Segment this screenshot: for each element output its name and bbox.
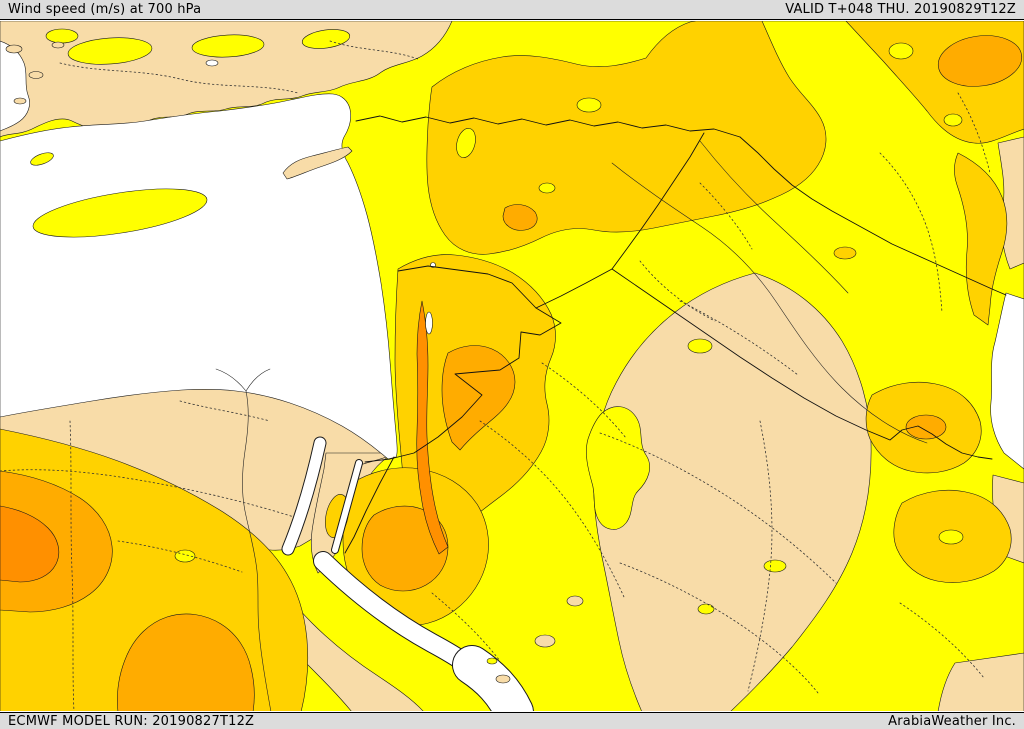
- south-egypt-orange: [117, 613, 255, 711]
- left-edge-deep-orange: [0, 505, 60, 583]
- turkey-syria-border: [355, 115, 741, 138]
- rivers: [215, 140, 928, 711]
- jordan-orange-core: [441, 345, 516, 451]
- mediterranean-yellow-blob: [32, 188, 208, 238]
- turkey-iraq-iran-border: [739, 136, 1007, 296]
- yellow-inner-patches: [45, 28, 964, 615]
- sea-areas: [0, 40, 1024, 470]
- cyprus-island: [282, 146, 353, 180]
- aegean-corner-sea: [0, 40, 30, 132]
- gulf-of-aqaba: [332, 460, 362, 553]
- mediterranean-sea: [0, 93, 398, 460]
- turkey-lake: [205, 59, 219, 67]
- syria-orange-spot: [502, 204, 538, 231]
- jordan-saudi-border: [364, 268, 613, 463]
- topright-orange: [937, 35, 1023, 87]
- bottom-right-tan: [937, 652, 1024, 711]
- red-sea-island: [495, 674, 511, 684]
- footer-bar: ECMWF MODEL RUN: 20190827T12Z ArabiaWeat…: [0, 712, 1024, 729]
- saudi-yellow-hole: [586, 406, 650, 530]
- egypt-israel-border: [344, 456, 395, 554]
- wind-speed-map: [0, 21, 1024, 711]
- narrow-sea-bands: [281, 436, 534, 711]
- deep-orange-regions: [0, 300, 449, 583]
- page-title: Wind speed (m/s) at 700 hPa: [8, 2, 202, 17]
- valid-time-label: VALID T+048 THU. 20190829T12Z: [785, 2, 1016, 17]
- right-band-gold: [954, 152, 1008, 326]
- map-area: [0, 21, 1024, 711]
- syria-iraq-border: [611, 132, 705, 270]
- iraq-saudi-border: [611, 268, 993, 460]
- syria-jordan-border: [397, 265, 537, 309]
- red-sea-mouth: [453, 646, 533, 711]
- tigris-river: [699, 140, 849, 294]
- euphrates-river: [611, 162, 928, 444]
- persian-gulf: [990, 292, 1024, 470]
- branding-label: ArabiaWeather Inc.: [888, 713, 1016, 729]
- header-bar: Wind speed (m/s) at 700 hPa VALID T+048 …: [0, 0, 1024, 20]
- nile-river: [242, 390, 272, 711]
- gulf-of-suez: [282, 437, 326, 555]
- rift-valley-strip: [416, 300, 449, 555]
- sea-wind-overlay: [30, 152, 498, 665]
- syria-iraq-gold: [426, 21, 827, 255]
- islands-tan: [5, 41, 511, 684]
- model-run-label: ECMWF MODEL RUN: 20190827T12Z: [8, 713, 255, 729]
- kuwait-orange: [905, 414, 947, 440]
- dead-sea: [425, 311, 433, 335]
- admin-borders: [0, 40, 991, 711]
- country-borders: [344, 115, 1007, 554]
